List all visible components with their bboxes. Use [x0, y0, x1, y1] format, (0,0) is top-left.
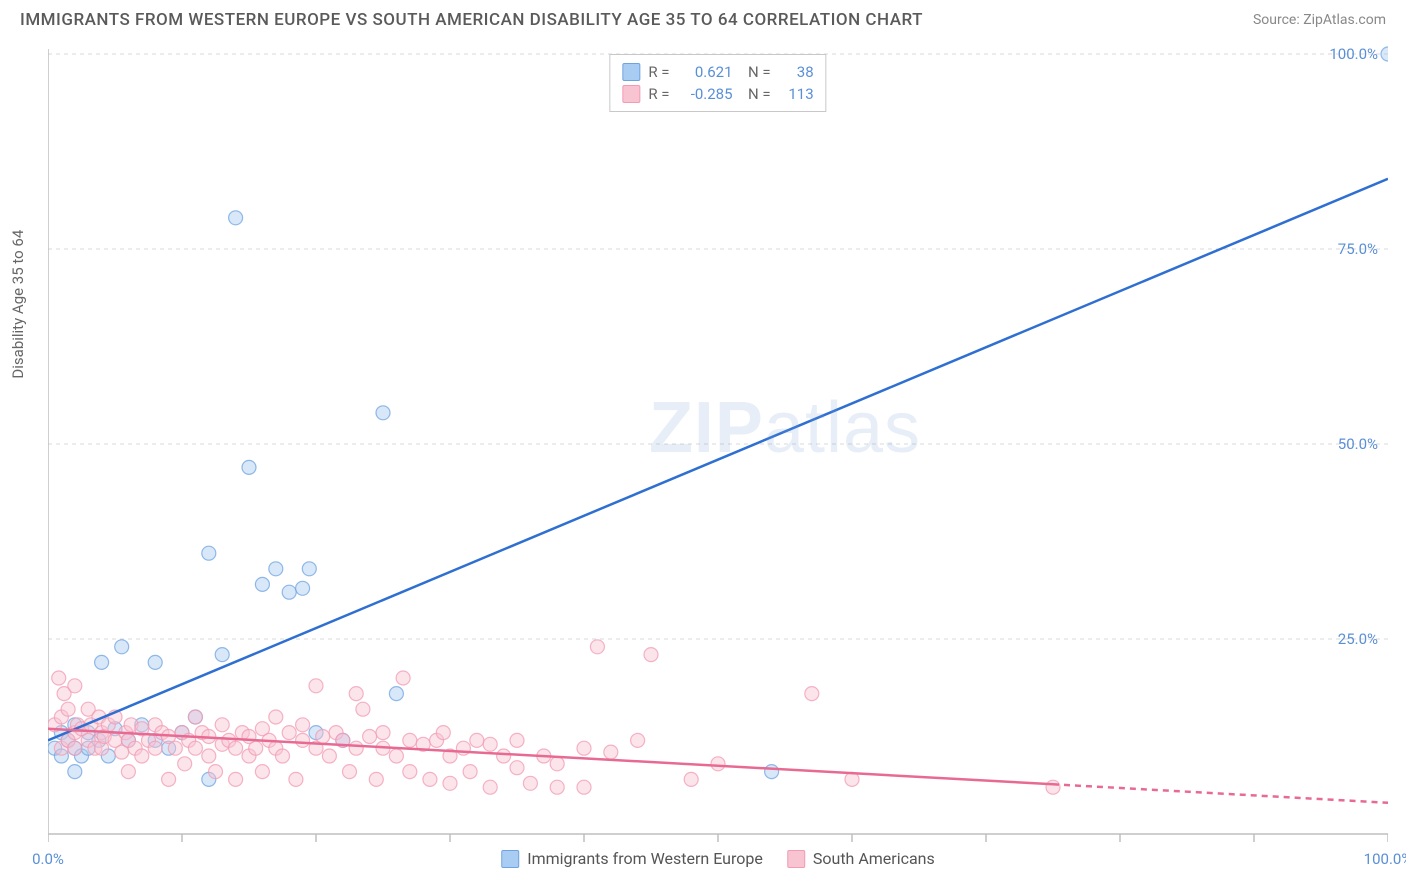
y-tick-label: 100.0% — [1329, 45, 1378, 63]
legend-swatch — [501, 850, 519, 868]
y-tick-label: 25.0% — [1338, 630, 1378, 648]
legend-swatch — [622, 63, 640, 81]
chart-title: IMMIGRANTS FROM WESTERN EUROPE VS SOUTH … — [20, 10, 923, 30]
scatter-plot — [48, 44, 1388, 844]
correlation-legend: R =0.621 N =38R =-0.285 N =113 — [609, 54, 826, 112]
series-legend: Immigrants from Western Europe South Amer… — [501, 849, 935, 868]
source-attribution: Source: ZipAtlas.com — [1253, 12, 1386, 28]
x-tick-label: 0.0% — [32, 850, 64, 868]
legend-swatch — [787, 850, 805, 868]
legend-row: R =-0.285 N =113 — [622, 83, 813, 105]
legend-row: R =0.621 N =38 — [622, 61, 813, 83]
y-tick-label: 75.0% — [1338, 240, 1378, 258]
y-tick-label: 50.0% — [1338, 435, 1378, 453]
legend-item: South Americans — [787, 849, 935, 868]
chart-container: Disability Age 35 to 64 ZIPatlas R =0.62… — [48, 44, 1388, 844]
legend-item: Immigrants from Western Europe — [501, 849, 763, 868]
legend-swatch — [622, 85, 640, 103]
x-tick-label: 100.0% — [1364, 850, 1406, 868]
y-axis-label: Disability Age 35 to 64 — [9, 230, 27, 379]
